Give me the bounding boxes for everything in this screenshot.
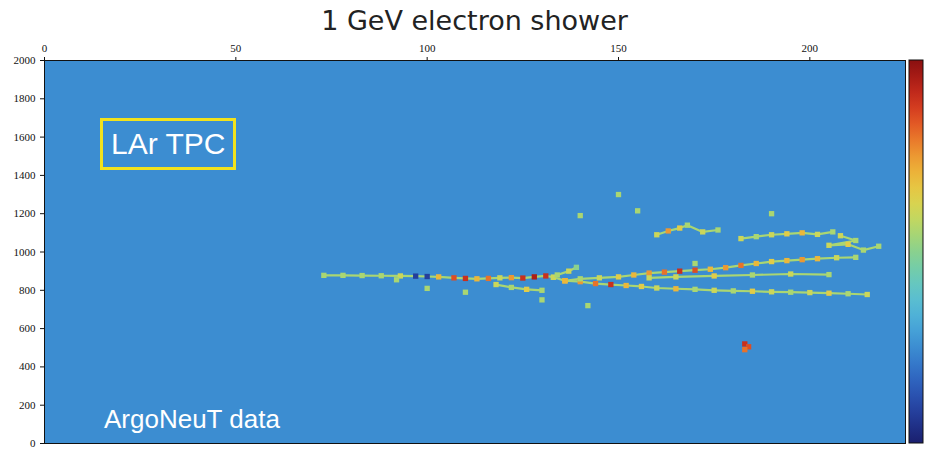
- html-text:ArgoNeuT data: ArgoNeuT data: [104, 404, 280, 434]
- svg-text:600: 600: [19, 322, 36, 334]
- svg-text:1600: 1600: [14, 131, 37, 143]
- svg-text:800: 800: [19, 284, 36, 296]
- svg-text:50: 50: [230, 42, 242, 54]
- html-text:1 GeV electron shower: 1 GeV electron shower: [321, 5, 628, 36]
- svg-text:1000: 1000: [14, 246, 37, 258]
- svg-text:400: 400: [19, 360, 36, 372]
- svg-text:100: 100: [419, 42, 436, 54]
- html-text:LAr TPC: LAr TPC: [111, 127, 226, 160]
- svg-text:0: 0: [30, 437, 36, 449]
- svg-text:1400: 1400: [14, 169, 37, 181]
- svg-text:2000: 2000: [14, 54, 37, 66]
- svg-text:0: 0: [42, 42, 48, 54]
- svg-text:1200: 1200: [14, 207, 37, 219]
- svg-text:1800: 1800: [14, 92, 37, 104]
- svg-text:200: 200: [802, 42, 819, 54]
- svg-text:150: 150: [610, 42, 627, 54]
- svg-text:200: 200: [19, 399, 36, 411]
